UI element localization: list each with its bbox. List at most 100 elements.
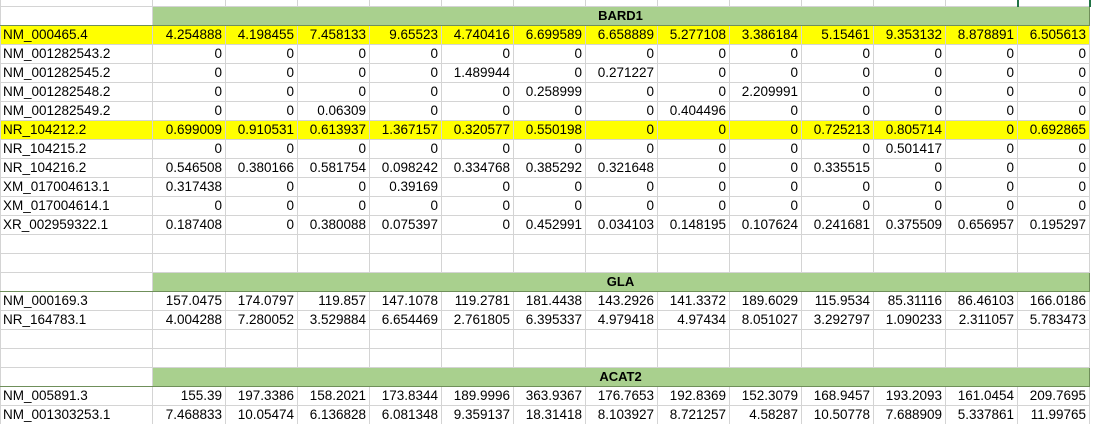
value-cell[interactable]: 0 (513, 139, 586, 159)
transcript-id-cell[interactable]: NM_001282543.2 (0, 44, 153, 64)
value-cell[interactable]: 363.9367 (513, 386, 586, 406)
value-cell[interactable]: 0 (297, 82, 370, 102)
value-cell[interactable]: 0.317438 (152, 177, 226, 197)
value-cell[interactable]: 0 (729, 177, 802, 197)
transcript-id-cell[interactable]: NM_000465.4 (0, 25, 153, 45)
value-cell[interactable]: 0 (225, 82, 298, 102)
transcript-id-cell[interactable]: NM_001282548.2 (0, 82, 153, 102)
empty-cell[interactable] (513, 348, 586, 368)
value-cell[interactable]: 168.9457 (801, 386, 874, 406)
value-cell[interactable]: 0 (801, 139, 874, 159)
value-cell[interactable]: 8.721257 (657, 405, 730, 424)
transcript-id-cell[interactable]: NM_005891.3 (0, 386, 153, 406)
gene-section-title[interactable]: ACAT2 (152, 367, 1090, 387)
value-cell[interactable]: 209.7695 (1017, 386, 1090, 406)
value-cell[interactable]: 0 (585, 196, 658, 216)
value-cell[interactable]: 0 (152, 82, 226, 102)
value-cell[interactable]: 0 (657, 120, 730, 140)
value-cell[interactable]: 0 (513, 101, 586, 121)
value-cell[interactable]: 1.489944 (441, 63, 514, 83)
empty-cell[interactable] (801, 348, 874, 368)
value-cell[interactable]: 0.546508 (152, 158, 226, 178)
transcript-id-cell[interactable]: NR_104215.2 (0, 139, 153, 159)
empty-cell[interactable] (441, 329, 514, 349)
value-cell[interactable]: 6.081348 (369, 405, 442, 424)
gene-section-title[interactable]: BARD1 (152, 6, 1090, 26)
value-cell[interactable]: 9.353132 (873, 25, 946, 45)
empty-cell[interactable] (1017, 329, 1090, 349)
value-cell[interactable]: 0 (297, 44, 370, 64)
value-cell[interactable]: 0 (441, 82, 514, 102)
empty-cell[interactable] (513, 234, 586, 254)
value-cell[interactable]: 0 (1017, 44, 1090, 64)
value-cell[interactable]: 7.688909 (873, 405, 946, 424)
value-cell[interactable]: 0 (585, 177, 658, 197)
value-cell[interactable]: 0 (873, 82, 946, 102)
value-cell[interactable]: 0 (873, 63, 946, 83)
value-cell[interactable]: 0.699009 (152, 120, 226, 140)
value-cell[interactable]: 161.0454 (945, 386, 1018, 406)
empty-cell[interactable] (801, 234, 874, 254)
empty-cell[interactable] (225, 348, 298, 368)
value-cell[interactable]: 0 (801, 63, 874, 83)
value-cell[interactable]: 0.910531 (225, 120, 298, 140)
value-cell[interactable]: 0 (585, 120, 658, 140)
value-cell[interactable]: 0 (945, 44, 1018, 64)
empty-cell[interactable] (369, 348, 442, 368)
value-cell[interactable]: 8.878891 (945, 25, 1018, 45)
value-cell[interactable]: 5.337861 (945, 405, 1018, 424)
empty-cell[interactable] (1017, 234, 1090, 254)
transcript-id-cell[interactable]: XM_017004614.1 (0, 196, 153, 216)
value-cell[interactable]: 6.654469 (369, 310, 442, 330)
value-cell[interactable]: 0.06309 (297, 101, 370, 121)
value-cell[interactable]: 3.386184 (729, 25, 802, 45)
empty-cell[interactable] (729, 253, 802, 273)
empty-cell[interactable] (369, 234, 442, 254)
empty-cell[interactable] (945, 348, 1018, 368)
empty-cell[interactable] (585, 348, 658, 368)
value-cell[interactable]: 0 (657, 158, 730, 178)
value-cell[interactable]: 0.380166 (225, 158, 298, 178)
value-cell[interactable]: 0 (873, 196, 946, 216)
value-cell[interactable]: 0.656957 (945, 215, 1018, 235)
value-cell[interactable]: 0 (801, 177, 874, 197)
value-cell[interactable]: 7.458133 (297, 25, 370, 45)
empty-cell[interactable] (657, 329, 730, 349)
value-cell[interactable]: 0 (945, 139, 1018, 159)
value-cell[interactable]: 143.2926 (585, 291, 658, 311)
transcript-id-cell[interactable]: NR_104216.2 (0, 158, 153, 178)
value-cell[interactable]: 11.99765 (1017, 405, 1090, 424)
value-cell[interactable]: 0 (441, 215, 514, 235)
value-cell[interactable]: 4.97434 (657, 310, 730, 330)
empty-cell[interactable] (873, 234, 946, 254)
empty-cell[interactable] (513, 329, 586, 349)
value-cell[interactable]: 0 (657, 177, 730, 197)
value-cell[interactable]: 0 (369, 63, 442, 83)
value-cell[interactable]: 86.46103 (945, 291, 1018, 311)
value-cell[interactable]: 0 (729, 139, 802, 159)
empty-cell[interactable] (297, 253, 370, 273)
value-cell[interactable]: 0.098242 (369, 158, 442, 178)
value-cell[interactable]: 0 (369, 82, 442, 102)
value-cell[interactable]: 0 (945, 177, 1018, 197)
value-cell[interactable]: 0 (1017, 101, 1090, 121)
value-cell[interactable]: 0 (945, 120, 1018, 140)
empty-cell[interactable] (297, 348, 370, 368)
value-cell[interactable]: 0 (873, 177, 946, 197)
value-cell[interactable]: 4.254888 (152, 25, 226, 45)
value-cell[interactable]: 0 (225, 196, 298, 216)
value-cell[interactable]: 119.2781 (441, 291, 514, 311)
empty-cell[interactable] (0, 329, 153, 349)
value-cell[interactable]: 0.550198 (513, 120, 586, 140)
value-cell[interactable]: 0 (1017, 158, 1090, 178)
value-cell[interactable]: 192.8369 (657, 386, 730, 406)
value-cell[interactable]: 0.195297 (1017, 215, 1090, 235)
value-cell[interactable]: 3.529884 (297, 310, 370, 330)
value-cell[interactable]: 0.380088 (297, 215, 370, 235)
empty-cell[interactable] (1017, 348, 1090, 368)
value-cell[interactable]: 0 (657, 82, 730, 102)
empty-cell[interactable] (152, 234, 226, 254)
value-cell[interactable]: 0 (441, 196, 514, 216)
value-cell[interactable]: 0.148195 (657, 215, 730, 235)
